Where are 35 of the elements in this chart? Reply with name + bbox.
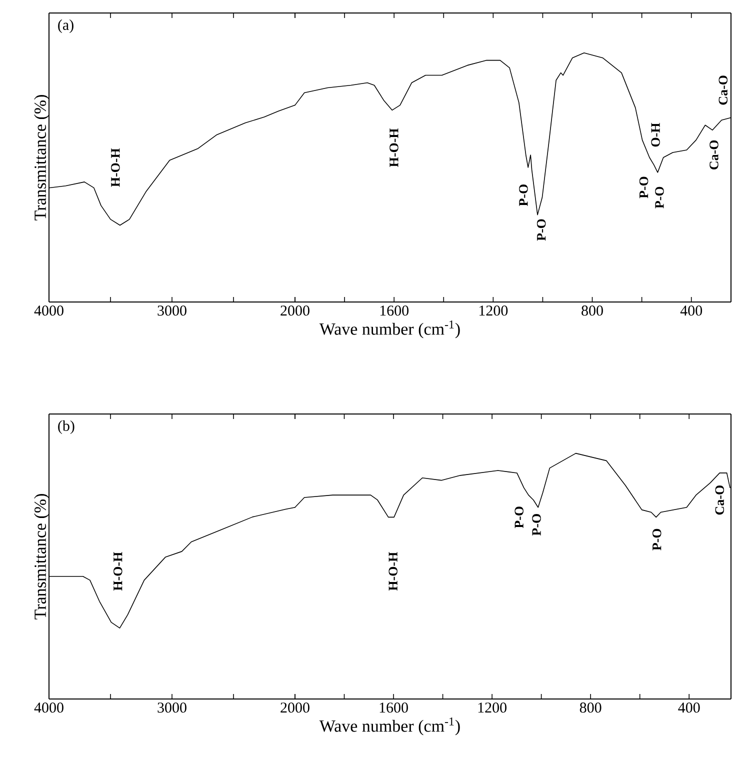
- annotation: P-O: [532, 514, 541, 536]
- annotation: Ca-O: [715, 486, 724, 515]
- text: (a): [58, 19, 74, 34]
- x-tick-label: 800: [580, 702, 602, 713]
- x-axis-title: Wave number (cm$^{-1}$): [319, 718, 460, 736]
- x-tick-label: 4000: [34, 702, 64, 713]
- x-tick-label: 3000: [158, 702, 186, 713]
- x-tick-label: 4000: [34, 306, 64, 316]
- annotation: P-O: [655, 186, 664, 208]
- text: (b): [58, 420, 74, 434]
- annotation: H-O-H: [114, 552, 122, 591]
- annotation: P-O: [514, 506, 524, 528]
- x-tick-label: 1600: [380, 702, 408, 713]
- annotation: H-O-H: [390, 128, 398, 167]
- x-tick-label: 1600: [380, 306, 409, 316]
- annotation: P-O: [639, 176, 648, 198]
- x-tick-label: 1200: [478, 702, 506, 713]
- y-axis-title: Transmittance (%): [34, 95, 50, 220]
- x-tick-label: 400: [680, 306, 702, 316]
- x-axis-title: Wave number (cm$^{-1}$): [319, 320, 460, 338]
- annotation: H-O-H: [111, 148, 120, 187]
- annotation: P-O: [536, 219, 546, 241]
- x-tick-label: 1200: [479, 306, 508, 316]
- x-tick-label: 2000: [280, 306, 310, 316]
- annotation: O-H: [651, 122, 660, 147]
- annotation: P-O: [652, 528, 662, 550]
- y-axis-title: Transmittance (%): [34, 494, 50, 620]
- x-tick-label: 400: [678, 702, 700, 713]
- annotation: P-O: [519, 184, 528, 206]
- x-tick-label: 800: [582, 306, 603, 316]
- annotation: H-O-H: [388, 552, 398, 591]
- x-tick-label: 2000: [280, 702, 310, 713]
- annotation: Ca-O: [718, 76, 728, 105]
- annotation: Ca-O: [710, 140, 718, 170]
- x-tick-label: 3000: [158, 306, 186, 316]
